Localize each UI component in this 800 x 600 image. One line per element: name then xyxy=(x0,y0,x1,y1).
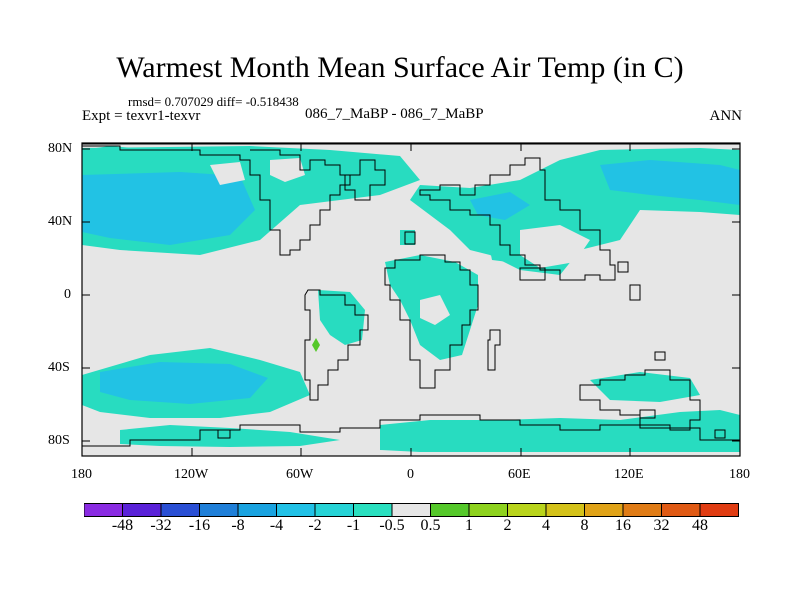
colorbar-box xyxy=(661,503,701,517)
x-tick-label: 120W xyxy=(174,467,209,482)
x-tick-label: 60W xyxy=(286,467,314,482)
colorbar-label: -0.5 xyxy=(379,517,405,534)
colorbar-label: 4 xyxy=(542,517,550,534)
plot-title: Warmest Month Mean Surface Air Temp (in … xyxy=(116,51,684,84)
colorbar-label: 1 xyxy=(465,517,473,534)
y-tick-label: 80S xyxy=(48,433,70,448)
colorbar-box xyxy=(430,503,470,517)
colorbar-box xyxy=(314,503,354,517)
experiment-label: Expt = texvr1-texvr xyxy=(82,108,201,124)
colorbar-box xyxy=(122,503,162,517)
colorbar-box xyxy=(84,503,123,517)
colorbar-label: 2 xyxy=(503,517,512,534)
period-label: ANN xyxy=(709,108,743,124)
colorbar-label: -4 xyxy=(269,517,284,534)
colorbar-box xyxy=(237,503,277,517)
colorbar-label: -8 xyxy=(231,517,245,534)
colorbar-label: -16 xyxy=(188,517,211,534)
colorbar-label: -32 xyxy=(150,517,172,534)
x-tick-label: 60E xyxy=(508,467,531,482)
colorbar-box xyxy=(391,503,431,517)
stats-text: rmsd= 0.707029 diff= -0.518438 xyxy=(128,94,299,109)
colorbar-box xyxy=(622,503,662,517)
colorbar-box xyxy=(699,503,739,517)
colorbar-box xyxy=(468,503,508,517)
colorbar-label: 8 xyxy=(580,517,589,534)
colorbar-label: 48 xyxy=(692,517,708,534)
colorbar-box xyxy=(353,503,393,517)
y-tick-label: 40S xyxy=(48,360,70,375)
x-tick-label: 0 xyxy=(407,467,414,482)
colorbar-box xyxy=(160,503,200,517)
positive-anomaly-region xyxy=(312,338,320,352)
strong-negative-anomaly-regions xyxy=(82,160,740,404)
y-tick-label: 40N xyxy=(48,214,73,229)
x-tick-label: 180 xyxy=(71,467,92,482)
comparison-label: 086_7_MaBP - 086_7_MaBP xyxy=(305,106,484,122)
colorbar-label: -2 xyxy=(308,517,322,534)
colorbar-label: 32 xyxy=(653,517,670,534)
colorbar-label: 0.5 xyxy=(420,517,441,534)
colorbar-box xyxy=(584,503,624,517)
tick-marks xyxy=(82,143,740,456)
colorbar-box xyxy=(276,503,316,517)
colorbar-box xyxy=(199,503,239,517)
y-tick-label: 0 xyxy=(64,287,71,302)
colorbar-box xyxy=(507,503,547,517)
x-tick-label: 180 xyxy=(729,467,750,482)
colorbar-label: 16 xyxy=(615,517,631,534)
colorbar-label: -48 xyxy=(111,517,134,534)
neutral-regions xyxy=(210,158,590,325)
colorbar-box xyxy=(545,503,585,517)
y-tick-label: 80N xyxy=(48,141,73,156)
colorbar xyxy=(84,503,739,517)
x-tick-label: 120E xyxy=(614,467,644,482)
colorbar-label: -1 xyxy=(346,517,361,534)
